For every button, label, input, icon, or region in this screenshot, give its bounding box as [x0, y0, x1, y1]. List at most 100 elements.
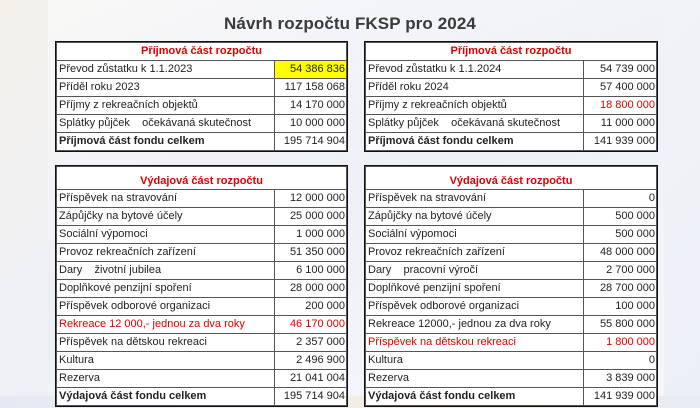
row-label: Kultura — [365, 351, 584, 370]
row-value: 0 — [583, 351, 657, 370]
row-label: Příděl roku 2024 — [365, 78, 584, 97]
row-value: 48 000 000 — [583, 243, 657, 262]
row-value: 1 800 000 — [583, 333, 657, 352]
table-header: Příjmová část rozpočtu — [364, 42, 658, 61]
row-value: 57 400 000 — [582, 78, 658, 97]
table-row: Sociální výpomoci 1 000 000 — [56, 225, 347, 244]
row-label: Sociální výpomoci — [365, 225, 584, 244]
table-header: Výdajová část rozpočtu — [365, 166, 657, 190]
row-value-highlighted: 54 386 836 — [273, 60, 348, 79]
row-value: 117 158 068 — [273, 78, 348, 97]
row-value: 51 350 000 — [274, 243, 347, 262]
table-row: Kultura 0 — [365, 351, 657, 370]
row-value: 25 000 000 — [274, 207, 347, 226]
row-value: 21 041 004 — [274, 369, 347, 388]
row-label: Rezerva — [365, 369, 584, 388]
row-label: Provoz rekreačních zařízení — [365, 243, 584, 262]
table-row: Doplňkové penzijní spoření 28 000 000 — [56, 279, 347, 298]
row-label: Zápůjčky na bytové účely — [56, 207, 275, 226]
row-label: Převod zůstatku k 1.1.2024 — [365, 60, 584, 79]
table-row: Dary životní jubilea 6 100 000 — [56, 261, 347, 280]
table-row: Převod zůstatku k 1.1.2023 54 386 836 — [56, 60, 348, 79]
row-label: Příspěvek na stravování — [365, 189, 584, 208]
table-total-row: Příjmová část fondu celkem 195 714 904 — [56, 132, 348, 151]
row-value: 2 357 000 — [274, 333, 347, 352]
table-row: Převod zůstatku k 1.1.2024 54 739 000 — [365, 60, 658, 79]
expense-table-2024: Výdajová část rozpočtu Příspěvek na stra… — [364, 165, 658, 407]
row-label: Příspěvek odborové organizaci — [365, 297, 584, 316]
table-row: Příspěvek na stravování 12 000 000 — [56, 189, 347, 208]
total-label: Příjmová část fondu celkem — [365, 132, 584, 151]
table-header: Příjmová část rozpočtu — [55, 42, 348, 61]
table-row: Rekreace 12000,- jednou za dva roky 55 80… — [365, 315, 657, 334]
row-label: Provoz rekreačních zařízení — [56, 243, 275, 262]
table-total-row: Výdajová část fondu celkem 141 939 000 — [365, 387, 657, 406]
income-table-2024: Příjmová část rozpočtu Převod zůstatku k… — [363, 41, 659, 152]
row-value: 6 100 000 — [274, 261, 347, 280]
row-value: 10 000 000 — [273, 114, 348, 133]
table-header-row: Výdajová část rozpočtu — [365, 166, 657, 190]
table-row: Splátky půjček očekávaná skutečnost 11 0… — [365, 114, 658, 133]
total-value: 195 714 904 — [274, 387, 347, 406]
row-label: Splátky půjček očekávaná skutečnost — [56, 114, 275, 133]
table-row: Zápůjčky na bytové účely 500 000 — [365, 207, 657, 226]
row-label: Příjmy z rekreačních objektů — [365, 96, 584, 115]
row-label: Příjmy z rekreačních objektů — [56, 96, 275, 115]
row-label: Doplňkové penzijní spoření — [56, 279, 275, 298]
table-row: Kultura 2 496 900 — [56, 351, 347, 370]
income-table-2023: Příjmová část rozpočtu Převod zůstatku k… — [54, 41, 349, 152]
row-value: 200 000 — [274, 297, 347, 316]
row-label: Příspěvek na stravování — [56, 189, 275, 208]
row-label: Příspěvek odborové organizaci — [56, 297, 275, 316]
row-label: Rekreace 12 000,- jednou za dva roky — [56, 315, 275, 334]
table-total-row: Výdajová část fondu celkem 195 714 904 — [56, 387, 347, 406]
expense-table-2023: Výdajová část rozpočtu Příspěvek na stra… — [55, 165, 348, 407]
table-row: Příjmy z rekreačních objektů 18 800 000 — [365, 96, 658, 115]
row-value: 12 000 000 — [274, 189, 347, 208]
page-title: Návrh rozpočtu FKSP pro 2024 — [224, 14, 476, 33]
table-header-row: Výdajová část rozpočtu — [56, 166, 347, 190]
table-header-row: Příjmová část rozpočtu — [364, 42, 658, 61]
row-label: Příděl roku 2023 — [56, 78, 275, 97]
row-label: Dary pracovní výročí — [365, 261, 584, 280]
table-row: Příjmy z rekreačních objektů 14 170 000 — [56, 96, 348, 115]
total-value: 141 939 000 — [583, 387, 657, 406]
table-row: Doplňkové penzijní spoření 28 700 000 — [365, 279, 657, 298]
table-row: Příděl roku 2023 117 158 068 — [56, 78, 348, 97]
table-row: Zápůjčky na bytové účely 25 000 000 — [56, 207, 347, 226]
row-label: Rezerva — [56, 369, 275, 388]
table-row: Splátky půjček očekávaná skutečnost 10 0… — [56, 114, 348, 133]
row-value: 3 839 000 — [583, 369, 657, 388]
row-value: 0 — [583, 189, 657, 208]
table-header-row: Příjmová část rozpočtu — [55, 42, 348, 61]
table-row: Provoz rekreačních zařízení 48 000 000 — [365, 243, 657, 262]
row-value: 14 170 000 — [273, 96, 348, 115]
table-row: Rezerva 3 839 000 — [365, 369, 657, 388]
row-value: 11 000 000 — [582, 114, 658, 133]
table-row: Dary pracovní výročí 2 700 000 — [365, 261, 657, 280]
row-value: 2 496 900 — [274, 351, 347, 370]
row-value-red: 18 800 000 — [582, 96, 658, 115]
row-value: 55 800 000 — [583, 315, 657, 334]
row-label: Zápůjčky na bytové účely — [365, 207, 584, 226]
row-label: Převod zůstatku k 1.1.2023 — [56, 60, 275, 79]
row-label: Příspěvek na dětskou rekreaci — [365, 333, 584, 352]
total-label: Výdajová část fondu celkem — [365, 387, 584, 406]
row-value: 500 000 — [583, 207, 657, 226]
row-value: 46 170 000 — [274, 315, 347, 334]
row-label: Doplňkové penzijní spoření — [365, 279, 584, 298]
row-label: Sociální výpomoci — [56, 225, 275, 244]
table-row: Příspěvek na stravování 0 — [365, 189, 657, 208]
row-label: Kultura — [56, 351, 275, 370]
row-value: 54 739 000 — [582, 60, 658, 79]
row-value: 28 700 000 — [583, 279, 657, 298]
table-row: Sociální výpomoci 500 000 — [365, 225, 657, 244]
row-value: 500 000 — [583, 225, 657, 244]
row-value: 1 000 000 — [274, 225, 347, 244]
total-label: Výdajová část fondu celkem — [56, 387, 275, 406]
table-header: Výdajová část rozpočtu — [56, 166, 347, 190]
table-row: Rezerva 21 041 004 — [56, 369, 347, 388]
table-row-red: Příspěvek na dětskou rekreaci 1 800 000 — [365, 333, 657, 352]
row-label: Příspěvek na dětskou rekreaci — [56, 333, 275, 352]
row-label: Splátky půjček očekávaná skutečnost — [365, 114, 584, 133]
